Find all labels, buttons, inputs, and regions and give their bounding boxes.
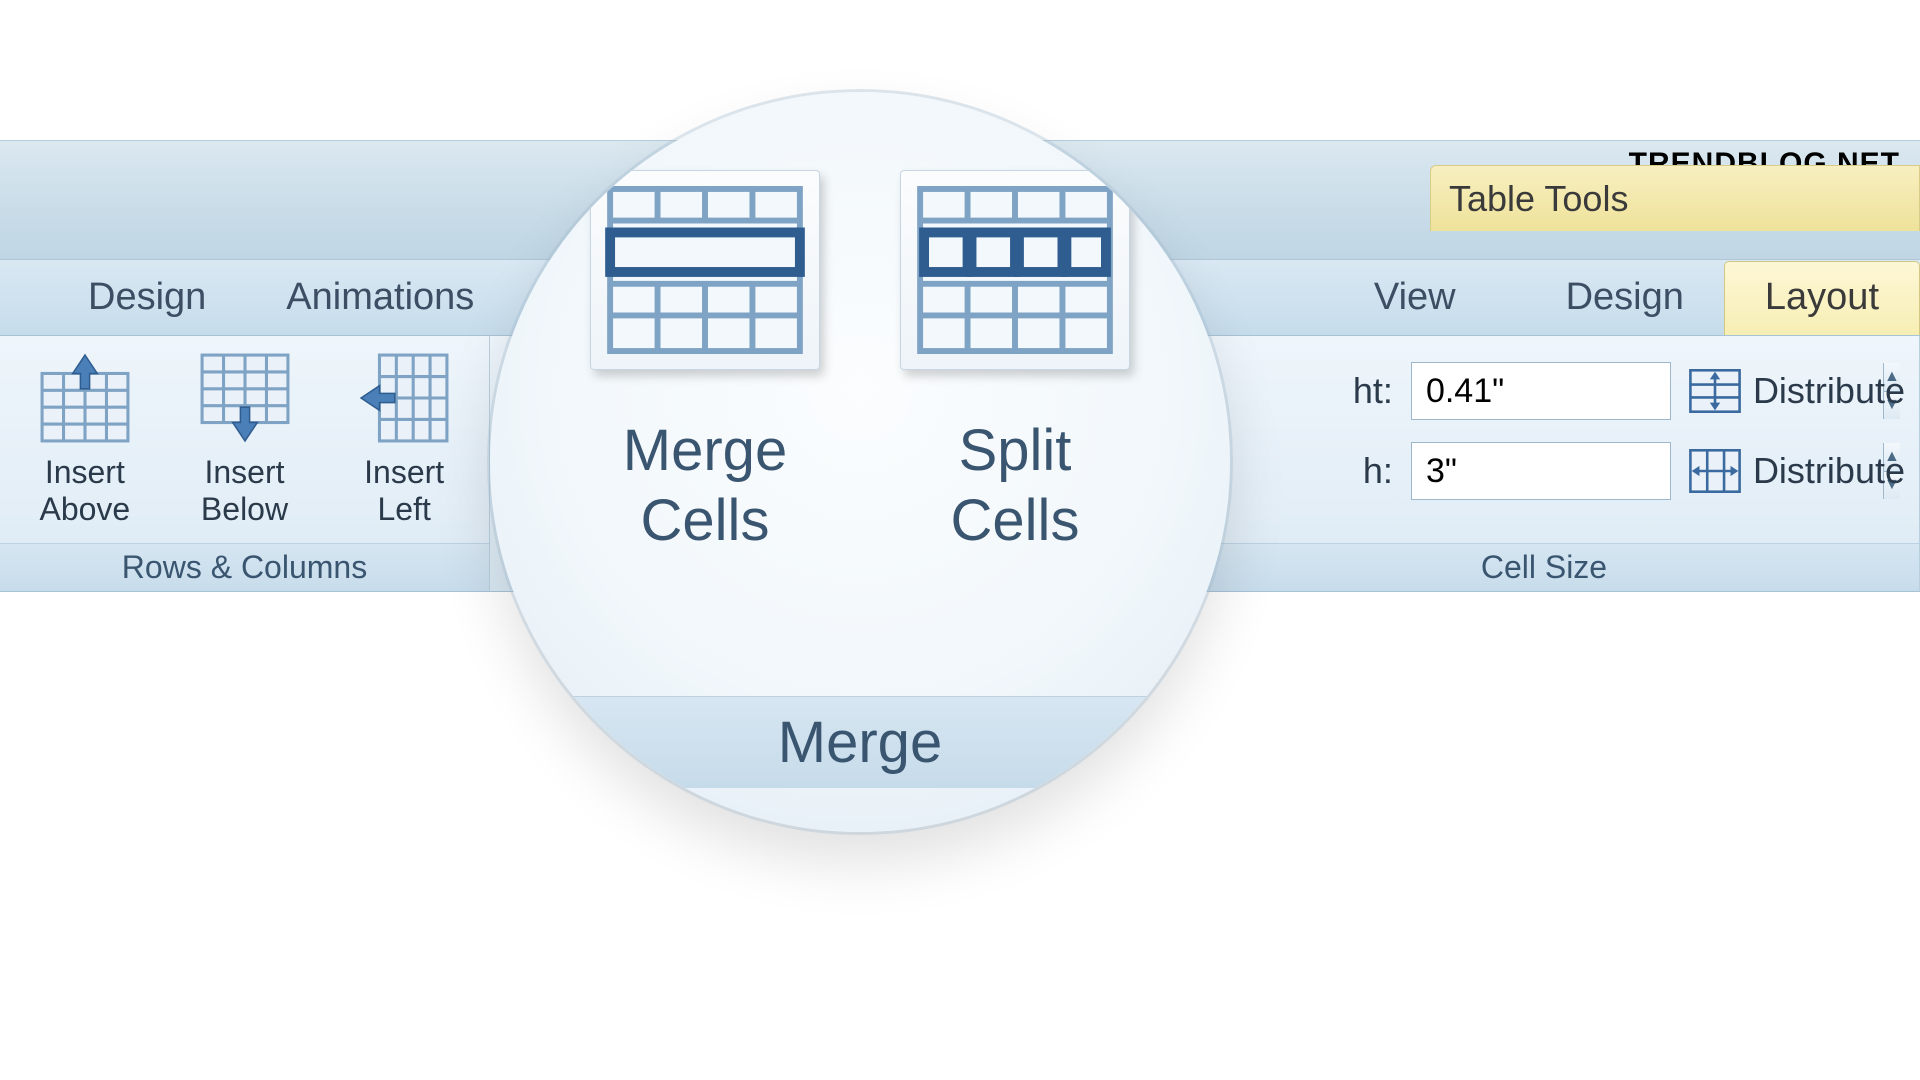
- tab-view[interactable]: View: [1334, 262, 1496, 335]
- insert-below-icon: [199, 352, 291, 444]
- magnifier-group-label: Merge: [490, 696, 1230, 788]
- button-label: Insert Left: [364, 454, 444, 528]
- height-spinner[interactable]: ▲▼: [1411, 362, 1671, 420]
- button-label: Insert Below: [201, 454, 288, 528]
- tab-label: Design: [88, 276, 206, 318]
- width-spinner[interactable]: ▲▼: [1411, 442, 1671, 500]
- tab-design[interactable]: Design: [48, 262, 246, 335]
- width-label: h:: [1323, 450, 1393, 492]
- insert-below-button[interactable]: Insert Below: [174, 348, 316, 528]
- split-cells-icon: [900, 170, 1130, 370]
- context-tab-label: Table Tools: [1449, 178, 1628, 220]
- distribute-rows-icon: [1689, 369, 1741, 413]
- distribute-columns-button[interactable]: Distribute: [1689, 449, 1905, 493]
- button-label: Distribute: [1753, 450, 1905, 492]
- distribute-columns-icon: [1689, 449, 1741, 493]
- tab-label: Animations: [286, 276, 474, 318]
- group-cell-size: ht: ▲▼ Dis: [1169, 336, 1920, 591]
- button-label: Insert Above: [39, 454, 130, 528]
- group-rows-columns: Insert Above Insert Below: [0, 336, 490, 591]
- height-label: ht:: [1323, 370, 1393, 412]
- insert-above-button[interactable]: Insert Above: [14, 348, 156, 528]
- tab-table-layout[interactable]: Layout: [1724, 261, 1920, 335]
- tab-table-design[interactable]: Design: [1526, 262, 1724, 335]
- magnifier-lens: Merge Cells: [490, 92, 1230, 832]
- group-label: Rows & Columns: [0, 543, 489, 591]
- merge-cells-button[interactable]: Merge Cells: [590, 170, 820, 555]
- button-label: Distribute: [1753, 370, 1905, 412]
- insert-left-icon: [358, 352, 450, 444]
- tab-animations[interactable]: Animations: [246, 262, 514, 335]
- button-label: Split Cells: [951, 416, 1080, 555]
- split-cells-button[interactable]: Split Cells: [900, 170, 1130, 555]
- context-tab-table-tools: Table Tools: [1430, 165, 1920, 231]
- distribute-rows-button[interactable]: Distribute: [1689, 369, 1905, 413]
- button-label: Merge Cells: [623, 416, 787, 555]
- insert-above-icon: [39, 352, 131, 444]
- tab-label: View: [1374, 276, 1456, 318]
- tab-label: Design: [1566, 276, 1684, 318]
- merge-cells-icon: [590, 170, 820, 370]
- insert-left-button[interactable]: Insert Left: [333, 348, 475, 528]
- group-label: Cell Size: [1169, 543, 1919, 591]
- tab-label: Layout: [1765, 276, 1879, 318]
